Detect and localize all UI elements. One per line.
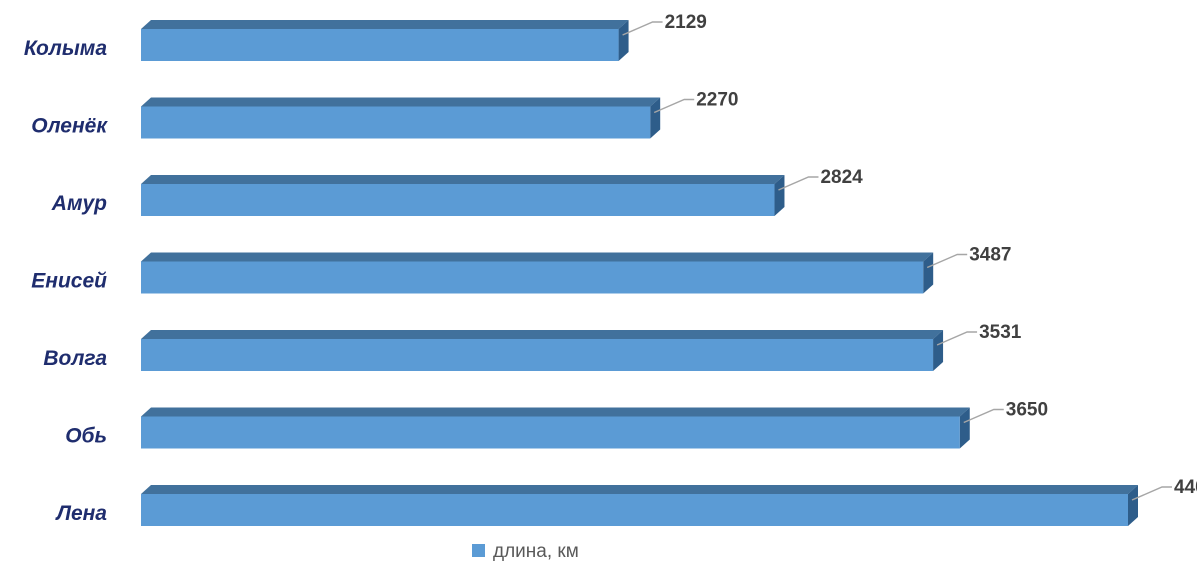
value-label: 4400 <box>1174 477 1197 498</box>
bar-top-face <box>141 97 661 107</box>
category-label: Лена <box>55 502 108 525</box>
legend: длина, км <box>472 541 579 562</box>
legend-label: длина, км <box>493 541 579 562</box>
bar-6 <box>141 407 970 449</box>
category-label: Волга <box>43 347 107 370</box>
leader-line <box>963 408 1004 424</box>
bar-top-face <box>141 485 1138 494</box>
value-label: 3531 <box>979 322 1022 343</box>
bars-group <box>141 20 1138 526</box>
category-label: Оленёк <box>31 115 108 138</box>
leader-line <box>653 98 695 114</box>
value-label: 2129 <box>665 12 707 33</box>
bar-front-face <box>141 29 619 61</box>
bar-3 <box>141 175 785 216</box>
bar-side-face <box>1128 485 1138 526</box>
leader-line <box>926 253 968 269</box>
bar-side-face <box>650 97 661 139</box>
category-label: Енисей <box>31 270 107 293</box>
leader-lines-group <box>622 21 1172 501</box>
bar-side-face <box>618 20 629 61</box>
bar-top-face <box>141 175 785 184</box>
bar-1 <box>141 20 629 61</box>
value-label: 3650 <box>1006 400 1048 421</box>
legend-swatch <box>472 544 485 557</box>
bar-front-face <box>141 261 924 294</box>
bar-front-face <box>141 494 1128 526</box>
bar-front-face <box>141 184 775 216</box>
bar-top-face <box>141 407 970 417</box>
category-label: Колыма <box>24 37 107 60</box>
bar-side-face <box>774 175 785 216</box>
labels-group: Колыма 2129 Оленёк 2270 Амур 2824 Енисей 3487 Во… <box>24 12 1197 525</box>
bar-front-face <box>141 106 651 139</box>
bar-front-face <box>141 416 960 449</box>
bar-top-face <box>141 252 934 262</box>
leader-line <box>778 176 819 191</box>
bar-5 <box>141 330 944 371</box>
bar-side-face <box>933 330 944 371</box>
bar-4 <box>141 252 934 294</box>
bar-side-face <box>959 407 970 449</box>
bar-7 <box>141 485 1138 526</box>
bar-top-face <box>141 330 944 339</box>
value-label: 3487 <box>969 245 1011 266</box>
bar-side-face <box>923 252 934 294</box>
bar-top-face <box>141 20 629 29</box>
bar-2 <box>141 97 661 139</box>
category-label: Обь <box>65 425 107 448</box>
leader-line <box>936 331 978 346</box>
value-label: 2270 <box>696 90 738 111</box>
leader-line <box>1131 486 1172 501</box>
leader-line <box>622 21 663 36</box>
category-label: Амур <box>51 192 107 215</box>
bar-front-face <box>141 339 934 371</box>
value-label: 2824 <box>820 167 863 188</box>
